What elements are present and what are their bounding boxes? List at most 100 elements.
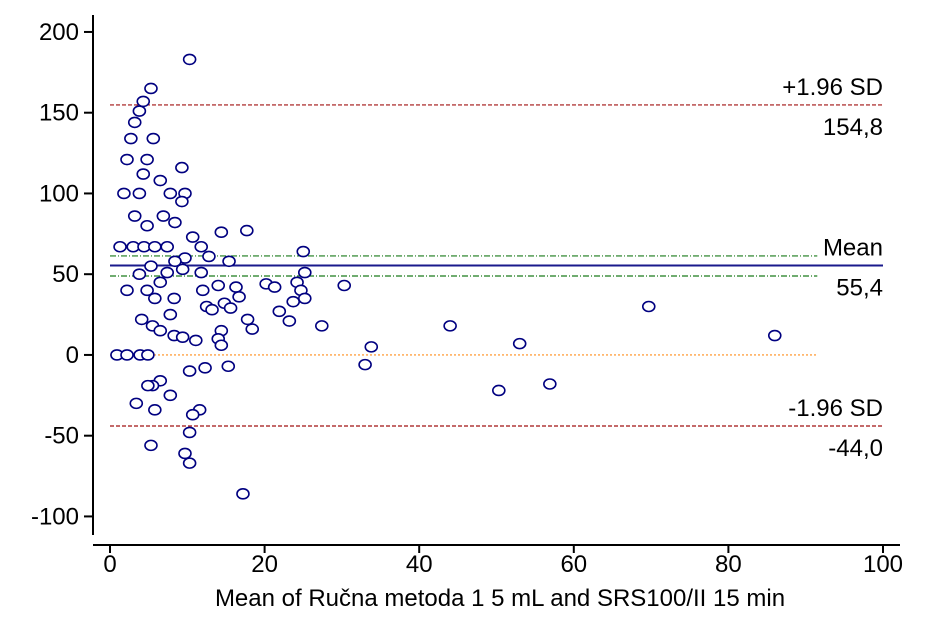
point <box>767 329 782 342</box>
point <box>232 291 246 303</box>
point <box>148 240 162 253</box>
point <box>144 82 158 95</box>
point <box>211 279 226 292</box>
point <box>127 210 142 222</box>
x-tick-label: 60 <box>560 551 587 578</box>
reference-value-label: 55,4 <box>836 274 883 301</box>
point <box>202 250 216 263</box>
y-tick-label: 200 <box>39 19 79 46</box>
point <box>167 292 181 305</box>
point <box>175 161 189 174</box>
point <box>148 404 162 416</box>
point <box>229 281 243 293</box>
point <box>189 334 203 347</box>
point <box>178 447 192 460</box>
point <box>140 153 154 166</box>
y-tick-label: 50 <box>52 261 79 288</box>
point <box>134 313 149 326</box>
point <box>156 210 171 222</box>
point <box>120 349 134 361</box>
point <box>296 245 311 258</box>
point <box>132 268 147 280</box>
point <box>641 300 656 313</box>
x-tick-label: 20 <box>251 551 278 578</box>
point <box>175 331 190 343</box>
point <box>132 187 147 200</box>
point <box>245 323 260 335</box>
point <box>315 320 329 332</box>
point <box>129 397 144 410</box>
x-tick-label: 80 <box>715 551 742 578</box>
point <box>140 219 154 232</box>
point <box>120 153 134 166</box>
y-tick-label: 150 <box>39 100 79 127</box>
point <box>272 305 287 318</box>
point <box>198 362 212 374</box>
point <box>153 276 168 289</box>
point <box>297 266 312 279</box>
point <box>222 255 236 268</box>
point <box>364 341 379 353</box>
point <box>168 216 182 229</box>
point <box>194 240 209 253</box>
point <box>214 226 229 239</box>
point <box>543 378 557 390</box>
reference-value-label: -44,0 <box>828 435 883 462</box>
point <box>223 302 238 314</box>
point <box>160 266 175 279</box>
point <box>297 292 312 305</box>
point <box>214 339 229 352</box>
point <box>492 384 506 397</box>
point <box>182 457 197 469</box>
y-tick-label: -100 <box>31 503 79 530</box>
point <box>113 240 127 253</box>
point <box>160 240 175 253</box>
x-tick-label: 40 <box>406 551 433 578</box>
y-tick-label: 0 <box>66 342 79 369</box>
point <box>236 488 250 500</box>
point <box>148 292 162 305</box>
point <box>337 279 352 292</box>
point <box>221 360 236 373</box>
point <box>124 132 138 145</box>
point <box>240 224 254 237</box>
point <box>144 260 158 272</box>
point <box>146 132 161 145</box>
reference-label: +1.96 SD <box>782 74 883 101</box>
point <box>175 195 189 208</box>
point <box>175 263 190 276</box>
point <box>153 174 168 187</box>
point <box>182 365 197 377</box>
point <box>163 308 178 321</box>
point <box>168 255 182 268</box>
reference-label: -1.96 SD <box>788 395 883 422</box>
x-tick-label: 100 <box>863 551 903 578</box>
x-tick-label: 0 <box>103 551 116 578</box>
point <box>205 303 219 316</box>
point <box>358 358 372 371</box>
point <box>195 284 210 297</box>
y-tick-label: -50 <box>44 423 79 450</box>
point <box>163 187 178 200</box>
point <box>240 313 255 326</box>
point <box>127 116 142 129</box>
point <box>136 168 151 180</box>
point <box>153 324 168 337</box>
point <box>120 284 134 297</box>
point <box>443 320 457 332</box>
reference-label: Mean <box>823 234 883 261</box>
point <box>185 231 200 243</box>
y-tick-label: 100 <box>39 180 79 207</box>
point <box>182 426 197 439</box>
point <box>141 379 155 392</box>
point <box>267 281 282 293</box>
point <box>141 349 155 361</box>
point <box>286 295 301 308</box>
point <box>194 266 209 279</box>
point <box>144 439 158 452</box>
point <box>512 337 527 350</box>
point <box>163 389 178 402</box>
point <box>132 105 147 117</box>
point <box>282 315 297 327</box>
